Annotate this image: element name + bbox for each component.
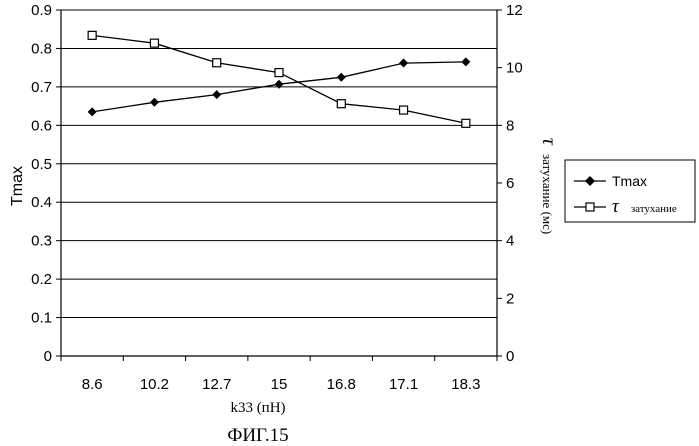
data-point-tmax [88,107,97,116]
y-tick-label-left: 0.6 [31,117,52,134]
y-tick-label-left: 0.7 [31,79,52,96]
legend-label-tmax: Tmax [612,173,647,189]
legend-tau-symbol: τ [612,196,620,217]
plot-frame [61,10,497,356]
y-tick-label-right: 2 [506,290,514,307]
y-tick-label-right: 12 [506,2,523,19]
x-axis: 8.6 10.2 12.7 15 16.8 17.1 18.3 [61,356,497,393]
x-tick-label: 12.7 [202,376,231,393]
x-tick-label: 17.1 [389,376,418,393]
y-axis-left-title: Tmax [9,166,26,206]
y-tick-label-left: 0.1 [31,310,52,327]
legend: Tmax τ затухание [565,160,695,222]
right-y-axis: 0 2 4 6 8 10 12 [497,2,523,365]
y-tick-label-left: 0.4 [31,194,52,211]
left-y-axis: 0 0.1 0.2 0.3 0.4 0.5 0.6 0.7 0.8 0.9 [31,2,61,365]
y-tick-label-left: 0.2 [31,271,52,288]
data-point-tmax [212,90,221,99]
y-tick-label-right: 10 [506,60,523,77]
x-tick-label: 10.2 [140,376,169,393]
y-axis-right-title-text: затухание (мс) [540,154,555,234]
y-tick-label-left: 0.3 [31,233,52,250]
legend-marker-tau [586,203,594,211]
data-point-tau [275,69,283,77]
figure-caption: ФИГ.15 [227,425,288,446]
data-point-tau [462,119,470,127]
y-tick-label-left: 0.8 [31,40,52,57]
data-point-tmax [150,98,159,107]
y-tick-label-left: 0.9 [31,2,52,19]
data-point-tmax [399,59,408,68]
gridlines [61,10,497,318]
x-tick-label: 15 [271,376,288,393]
y-tick-label-right: 0 [506,348,514,365]
data-point-tau [337,100,345,108]
data-point-tau [400,106,408,114]
y-tick-label-left: 0.5 [31,156,52,173]
y-tick-label-right: 4 [506,233,514,250]
x-tick-label: 18.3 [451,376,480,393]
data-point-tau [88,31,96,39]
data-point-tmax [337,73,346,82]
x-tick-label: 16.8 [327,376,356,393]
y-tick-label-right: 8 [506,117,514,134]
legend-tau-text: затухание [631,203,677,215]
y-tick-label-right: 6 [506,175,514,192]
data-point-tau [150,39,158,47]
series-layer [88,31,471,127]
y-axis-right-title-symbol: τ [538,138,560,146]
y-tick-label-left: 0 [44,348,52,365]
y-axis-right-title: τ затухание (мс) [538,138,560,234]
data-point-tmax [461,57,470,66]
x-axis-title: k33 (пН) [230,400,285,416]
x-tick-label: 8.6 [82,376,103,393]
data-point-tau [213,59,221,67]
